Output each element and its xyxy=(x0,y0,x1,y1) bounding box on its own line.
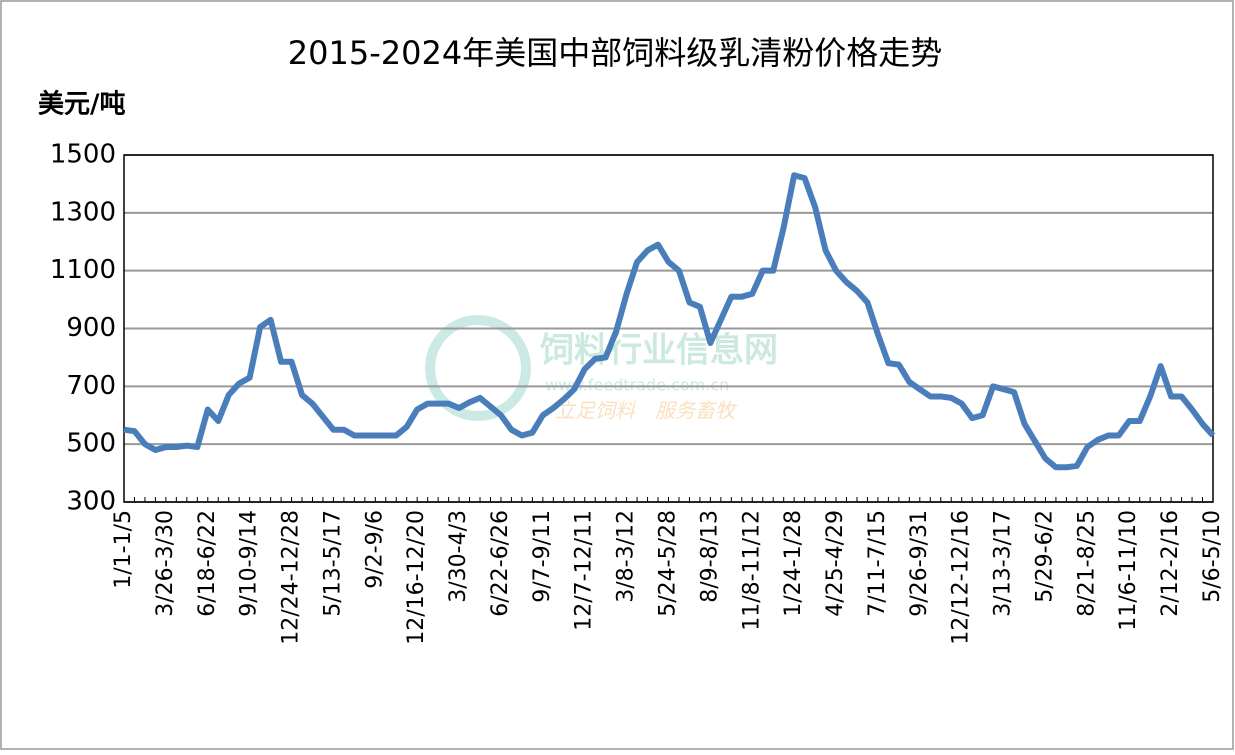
y-tick-label: 900 xyxy=(66,313,116,343)
y-tick-label: 1300 xyxy=(50,197,116,227)
x-tick-label: 1/1-1/5 xyxy=(111,510,136,589)
x-tick-label: 1/24-1/28 xyxy=(781,510,806,617)
x-tick-label: 3/30-4/3 xyxy=(446,510,471,603)
x-tick-label: 3/8-3/12 xyxy=(614,510,639,603)
y-tick-label: 700 xyxy=(66,371,116,401)
watermark-logo xyxy=(425,315,531,421)
watermark-text: www.feedtrade.com.cn xyxy=(545,376,729,395)
x-tick-label: 5/29-6/2 xyxy=(1032,510,1057,603)
watermark: 饲料行业信息网 www.feedtrade.com.cn 立足饲料 服务畜牧 xyxy=(425,315,778,423)
x-tick-label: 11/6-11/10 xyxy=(1116,510,1141,631)
x-tick-label: 5/24-5/28 xyxy=(656,510,681,617)
watermark-text: 立足饲料 服务畜牧 xyxy=(555,399,738,423)
chart-title: 2015-2024年美国中部饲料级乳清粉价格走势 xyxy=(288,34,942,72)
x-tick-label: 5/13-5/17 xyxy=(320,510,345,617)
y-tick-label: 500 xyxy=(66,429,116,459)
x-tick-label: 9/7-9/11 xyxy=(530,510,555,603)
x-tick-label: 9/10-9/14 xyxy=(237,510,262,617)
line-series xyxy=(123,172,1216,471)
x-tick-label: 12/7-12/11 xyxy=(572,510,597,631)
x-tick-label: 6/22-6/26 xyxy=(488,510,513,617)
x-tick-label: 12/24-12/28 xyxy=(279,510,304,645)
x-tick-label: 5/6-5/10 xyxy=(1200,510,1225,603)
x-tick-label: 3/26-3/30 xyxy=(153,510,178,617)
x-tick-label: 4/25-4/29 xyxy=(823,510,848,617)
x-tick-label: 2/12-2/16 xyxy=(1158,510,1183,617)
x-tick-label: 6/18-6/22 xyxy=(195,510,220,617)
x-tick-label: 9/2-9/6 xyxy=(362,510,387,589)
x-tick-label: 8/21-8/25 xyxy=(1074,510,1099,617)
x-tick-label: 12/12-12/16 xyxy=(949,510,974,645)
y-tick-label: 1500 xyxy=(50,140,116,170)
x-tick-label: 11/8-11/12 xyxy=(739,510,764,631)
watermark-text: 饲料行业信息网 xyxy=(540,331,778,371)
y-tick-label: 1100 xyxy=(50,255,116,285)
x-tick-label: 9/26-9/31 xyxy=(907,510,932,617)
y-tick-label: 300 xyxy=(66,487,116,517)
x-tick-label: 12/16-12/20 xyxy=(404,510,429,645)
x-tick-label: 3/13-3/17 xyxy=(991,510,1016,617)
x-tick-label: 7/11-7/15 xyxy=(865,510,890,617)
x-tick-label: 8/9-8/13 xyxy=(697,510,722,603)
y-axis-label: 美元/吨 xyxy=(38,89,126,120)
